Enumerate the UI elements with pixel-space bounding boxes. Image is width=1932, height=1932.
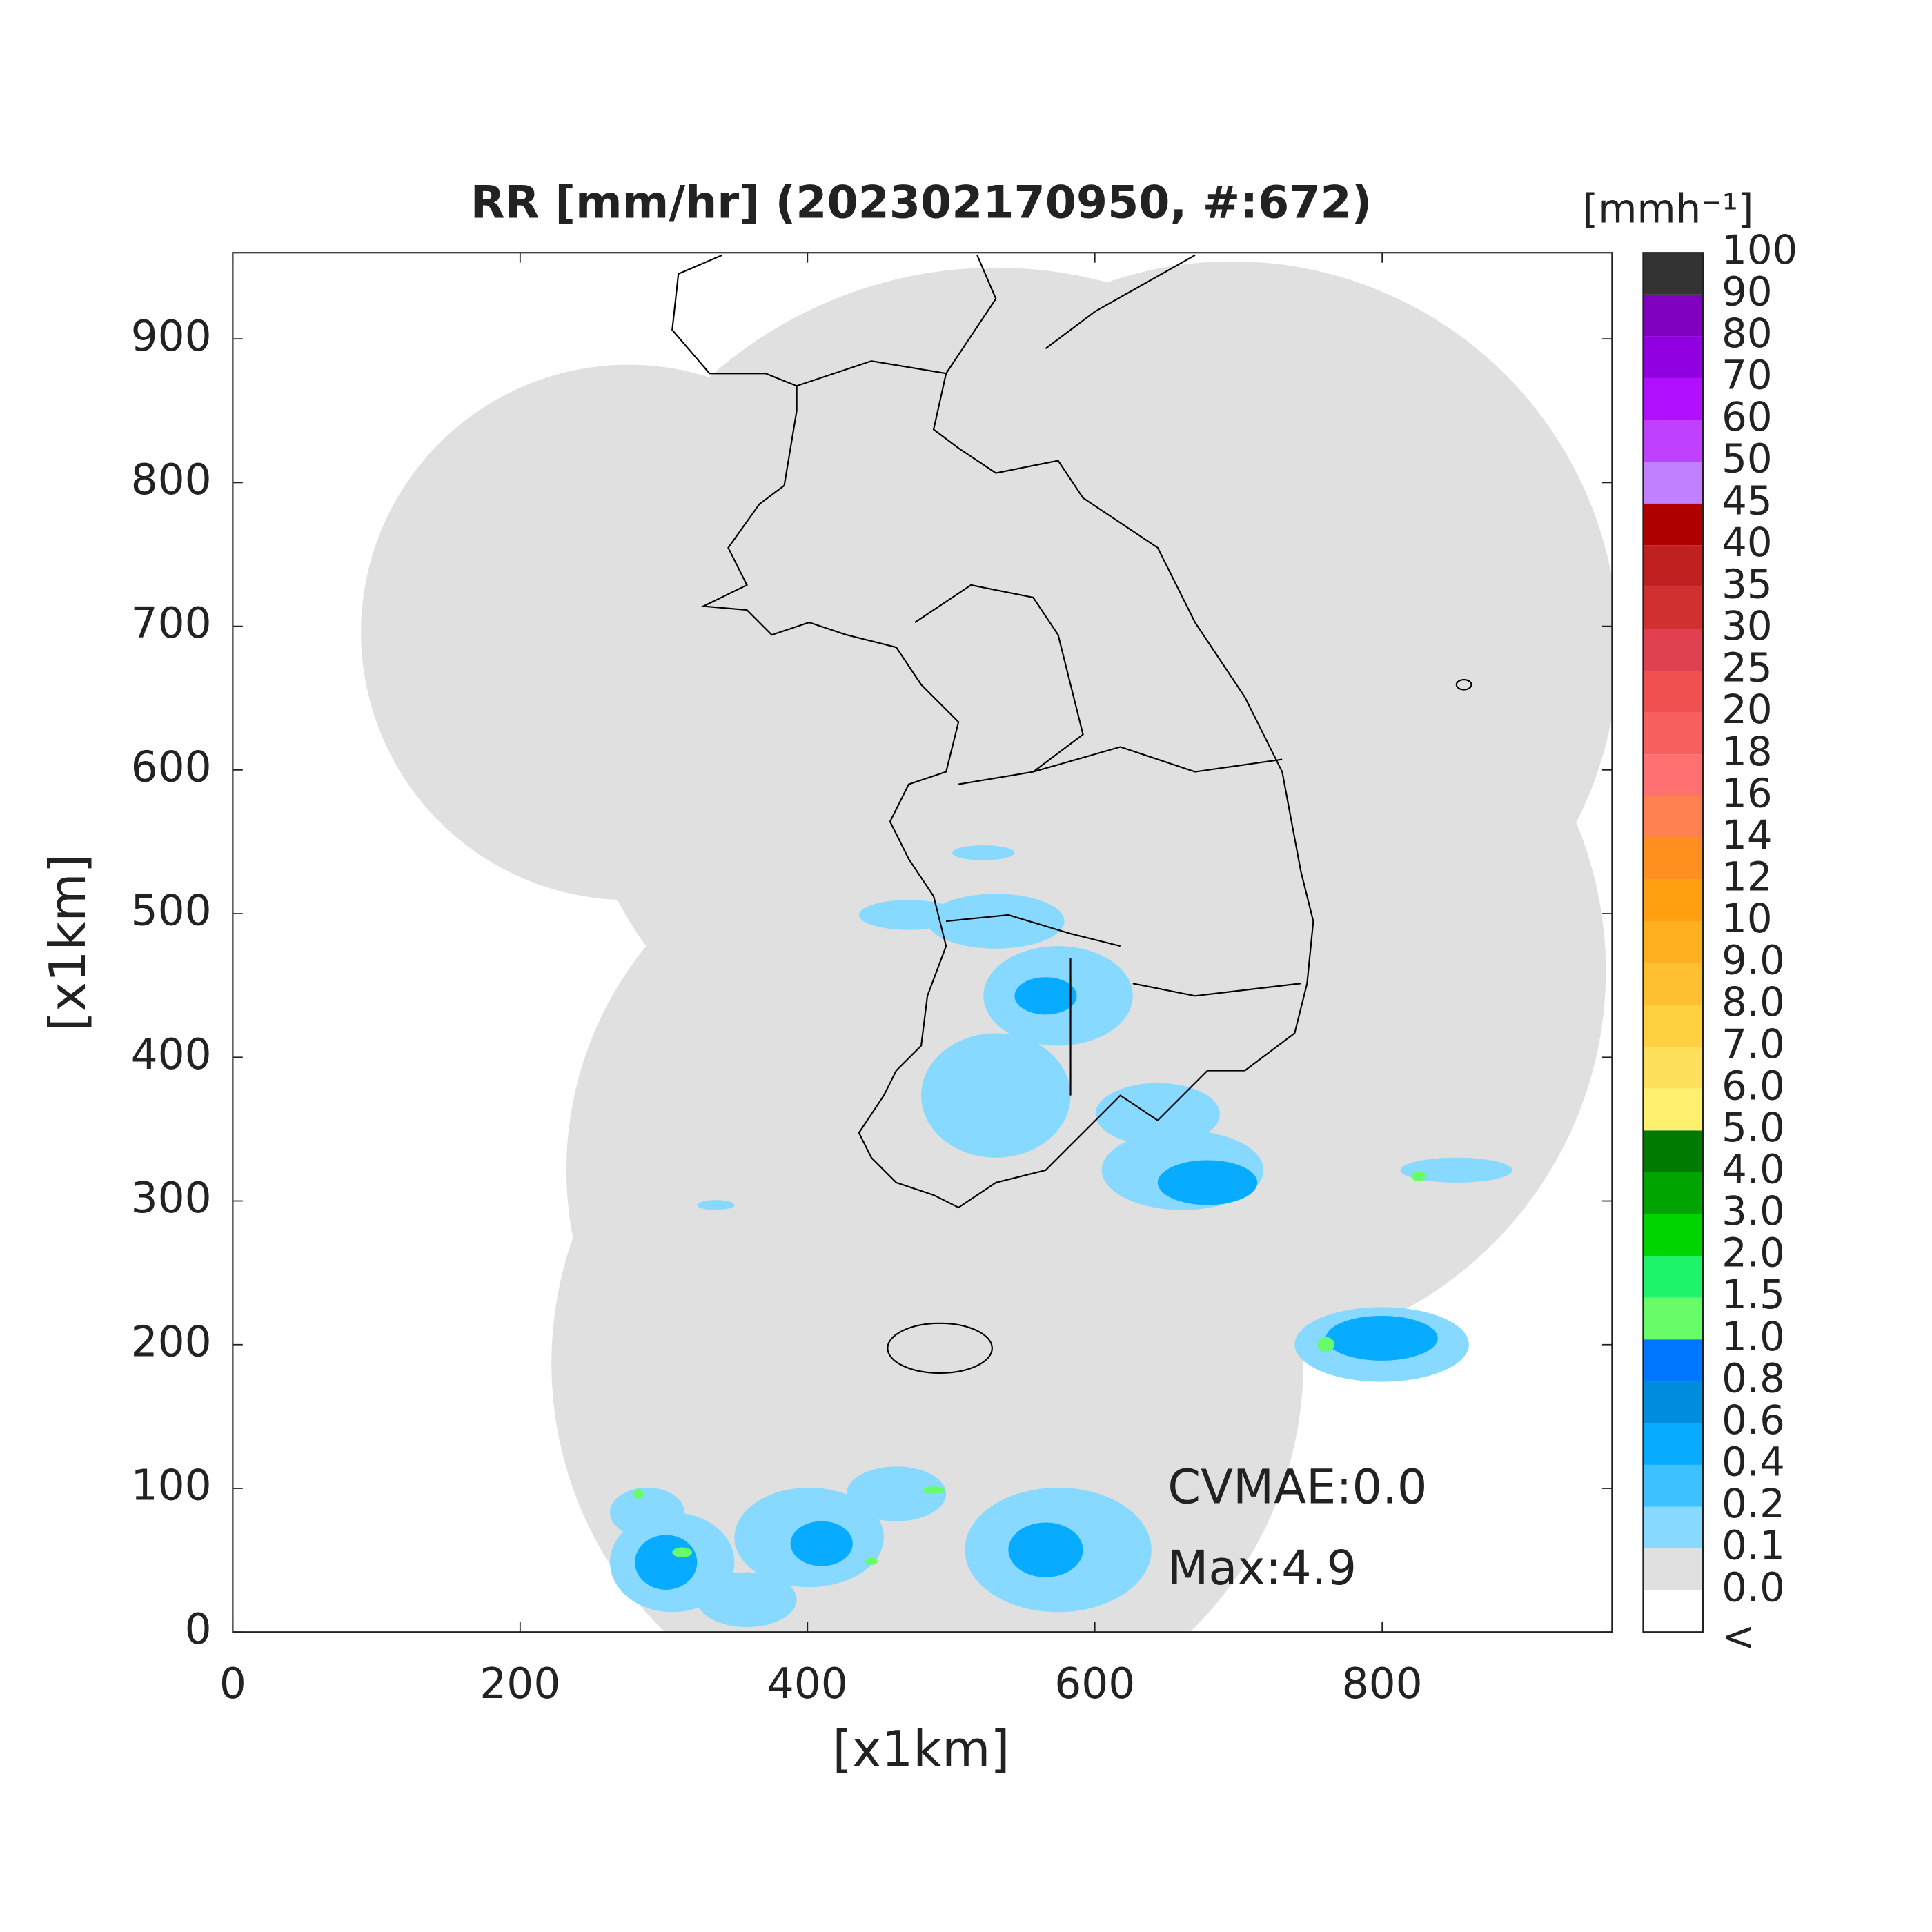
colorbar-label: 0.6 [1722,1397,1785,1443]
colorbar-label: 90 [1722,268,1772,315]
colorbar-segment [1643,1256,1704,1298]
colorbar-segment [1643,1172,1704,1214]
colorbar-label: 1.0 [1722,1313,1785,1360]
colorbar-segment [1643,1590,1704,1633]
colorbar-unit: [mmh⁻¹] [1583,185,1754,232]
colorbar-label: 3.0 [1722,1187,1785,1234]
colorbar-label: 60 [1722,393,1772,440]
y-tick-label: 700 [131,599,212,648]
colorbar-label: 18 [1722,728,1772,775]
plot-frame [232,252,1613,1633]
colorbar-label: 8.0 [1722,978,1785,1025]
colorbar-segment [1643,754,1704,796]
colorbar-segment [1643,1506,1704,1549]
x-tick-label: 0 [219,1659,246,1708]
chart-title: RR [mm/hr] (202302170950, #:672) [471,177,1372,229]
colorbar-label: 30 [1722,602,1772,649]
x-tick-label: 200 [480,1659,560,1708]
colorbar-label: 6.0 [1722,1062,1785,1109]
annotation: CVMAE:0.0 [1167,1460,1427,1515]
colorbar-label: 14 [1722,811,1772,858]
colorbar-label: 0.0 [1722,1564,1785,1610]
annotation: Max:4.9 [1167,1541,1357,1596]
colorbar-label: 40 [1722,519,1772,566]
colorbar-segment [1643,1088,1704,1131]
colorbar-label: 50 [1722,435,1772,482]
colorbar-segment [1643,586,1704,629]
colorbar-segment [1643,879,1704,922]
colorbar-segment [1643,545,1704,587]
map-area [361,254,1613,1633]
y-tick-label: 500 [131,887,212,936]
y-tick-label: 0 [185,1605,212,1654]
colorbar-segment [1643,253,1704,295]
y-tick-label: 300 [131,1174,212,1223]
colorbar-frame [1642,252,1704,1633]
colorbar-label: 12 [1722,853,1772,900]
colorbar-label: 80 [1722,310,1772,357]
radar-coverage [361,262,1613,1633]
y-tick-label: 900 [131,312,212,361]
colorbar-label: 20 [1722,686,1772,733]
colorbar-label: 10 [1722,895,1772,942]
colorbar-segment [1643,712,1704,755]
colorbar-segment [1643,377,1704,420]
x-tick-label: 600 [1054,1659,1135,1708]
coastline [671,254,1472,1374]
colorbar-label: 16 [1722,769,1772,816]
colorbar-label: 70 [1722,352,1772,399]
colorbar-label: 0.2 [1722,1480,1785,1527]
colorbar-label: 0.4 [1722,1439,1785,1486]
colorbar-label: 4.0 [1722,1146,1785,1193]
colorbar-segment [1643,420,1704,462]
colorbar-segment [1643,1005,1704,1047]
colorbar-segment [1643,1339,1704,1381]
colorbar-segment [1643,1047,1704,1089]
colorbar-segment [1643,1464,1704,1507]
colorbar-label: 9.0 [1722,937,1785,984]
colorbar-label: 5.0 [1722,1104,1785,1151]
colorbar-label: 0.8 [1722,1354,1785,1401]
colorbar-label: 45 [1722,477,1772,524]
colorbar-label: 0.1 [1722,1522,1785,1569]
y-tick-label: 800 [131,455,212,504]
colorbar-label: 100 [1722,226,1797,273]
colorbar-label: < [1722,1613,1755,1660]
y-tick-label: 600 [131,742,212,791]
y-axis-label: [x1km] [39,854,97,1031]
colorbar-segment [1643,796,1704,838]
y-tick-label: 200 [131,1317,212,1366]
colorbar-segment [1643,838,1704,880]
colorbar-segment [1643,629,1704,671]
colorbar-segment [1643,963,1704,1005]
colorbar-label: 1.5 [1722,1271,1785,1318]
colorbar-segment [1643,1130,1704,1172]
precipitation [610,845,1513,1627]
colorbar-segment [1643,1423,1704,1465]
y-tick-label: 400 [131,1030,212,1079]
colorbar-segment [1643,1381,1704,1423]
colorbar-segment [1643,921,1704,964]
colorbar-segment [1643,1214,1704,1256]
x-tick-label: 400 [767,1659,848,1708]
colorbar-segment [1643,1548,1704,1590]
colorbar-segment [1643,462,1704,504]
colorbar-label: 25 [1722,644,1772,691]
colorbar-label: 2.0 [1722,1230,1785,1276]
y-tick-label: 100 [131,1461,212,1510]
colorbar-segment [1643,294,1704,337]
colorbar-segment [1643,336,1704,378]
colorbar-segment [1643,670,1704,713]
colorbar-label: 7.0 [1722,1021,1785,1067]
colorbar-segment [1643,503,1704,546]
colorbar-label: 35 [1722,560,1772,607]
colorbar-segment [1643,1297,1704,1340]
x-tick-label: 800 [1342,1659,1423,1708]
x-axis-label: [x1km] [833,1721,1010,1779]
